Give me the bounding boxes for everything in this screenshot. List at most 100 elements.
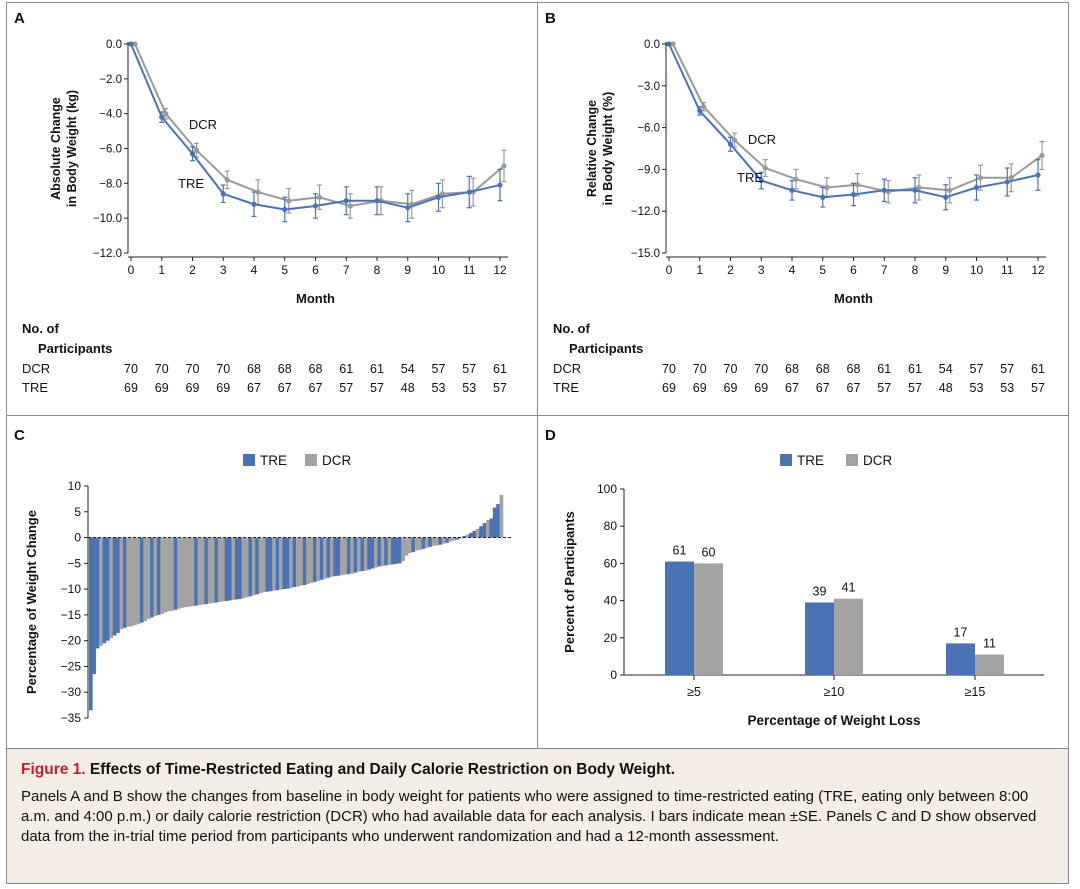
panel-b-point-tre <box>1035 172 1041 178</box>
panel-c-bar-dcr <box>163 537 168 613</box>
panel-c-bar-dcr <box>289 537 293 589</box>
panel-c-bar-dcr <box>431 537 436 546</box>
panel-b-y-tick-label: −15.0 <box>631 248 660 260</box>
panel-c-y-tick-label: −30 <box>61 685 82 699</box>
panel-c-bar-dcr <box>424 537 429 548</box>
panel-b-participants-count: 69 <box>754 381 768 395</box>
panel-b-participants-count: 57 <box>970 362 984 376</box>
panel-b-label: B <box>545 10 556 27</box>
panel-c-y-tick-label: 10 <box>68 479 82 493</box>
panel-c-legend-label-dcr: DCR <box>322 453 351 468</box>
panel-a-point-tre <box>466 189 472 195</box>
panel-a-x-tick-label: 8 <box>374 263 381 277</box>
panel-c-bar-tre <box>204 537 209 605</box>
panel-b-point-dcr <box>916 184 922 191</box>
panel-b-point-tre <box>912 187 918 193</box>
panel-b-participants-count: 67 <box>847 381 861 395</box>
panel-a-participants-count: 68 <box>309 362 323 376</box>
panel-a-y-tick-label: −10.0 <box>93 213 122 225</box>
panel-b-x-tick-label: 4 <box>789 263 796 277</box>
panel-a-x-tick-label: 1 <box>158 263 165 277</box>
panel-a-participants-title-line2: Participants <box>38 341 112 356</box>
panel-d-bar-value-label: 39 <box>813 584 827 598</box>
panel-c-bar-dcr <box>309 537 314 583</box>
panel-c-bar-tre <box>479 526 483 538</box>
panel-b-y-tick-label: −12.0 <box>631 206 660 218</box>
panel-b-participants-count: 68 <box>816 362 830 376</box>
panel-a-point-tre <box>189 151 196 157</box>
panel-b-participants-count: 70 <box>724 362 738 376</box>
panel-a-point-tre <box>128 41 134 47</box>
panel-a-participants-count: 61 <box>370 362 384 376</box>
panel-d-bar-dcr <box>694 563 723 675</box>
panel-b-y-tick-label: −6.0 <box>637 123 660 135</box>
panel-a-point-tre <box>220 191 226 197</box>
panel-c-bar-dcr <box>167 537 171 612</box>
panel-a-frame <box>6 2 538 416</box>
panel-a-participants-count: 53 <box>462 381 476 395</box>
panel-c-bar-dcr <box>296 537 300 587</box>
panel-b-point-tre <box>758 177 764 184</box>
panel-b-participants-count: 68 <box>785 362 799 376</box>
panel-a-participants-count: 69 <box>155 381 169 395</box>
panel-b-y-tick-label: −3.0 <box>637 81 660 93</box>
panel-b-x-tick-label: 6 <box>850 263 857 277</box>
panel-a-participants-count: 67 <box>309 381 323 395</box>
panel-c-bar-dcr <box>207 537 212 604</box>
panel-c-bar-dcr <box>129 537 134 627</box>
panel-b-point-dcr <box>762 165 768 171</box>
panel-b-participants-count: 61 <box>908 362 922 376</box>
panel-c-bar-dcr <box>340 537 344 576</box>
panel-a-point-tre <box>435 194 442 200</box>
panel-b-x-tick-label: 8 <box>912 263 919 277</box>
panel-d-x-axis-title: Percentage of Weight Loss <box>747 713 920 728</box>
panel-b-point-dcr <box>1039 152 1045 159</box>
panel-b-point-dcr <box>670 41 676 47</box>
panel-c-bar-tre <box>139 537 144 623</box>
panel-b-annotation-dcr: DCR <box>748 132 776 147</box>
panel-c-bar-tre <box>122 537 127 628</box>
panel-c-bar-tre <box>150 537 154 618</box>
panel-c-bar-dcr <box>160 537 164 614</box>
panel-d-bar-tre <box>946 643 975 675</box>
panel-c-bar-tre <box>116 537 120 633</box>
panel-c-bar-tre <box>238 537 243 599</box>
panel-a-annotation-dcr: DCR <box>189 117 217 132</box>
panel-d-y-tick-label: 100 <box>597 482 617 496</box>
panel-c-bar-dcr <box>197 537 202 606</box>
panel-c-bar-dcr <box>258 537 263 594</box>
panel-b-participants-title-line2: Participants <box>569 341 643 356</box>
panel-a-participants-count: 69 <box>124 381 138 395</box>
panel-c-bar-dcr <box>306 537 310 584</box>
panel-a-participants-count: 57 <box>432 362 446 376</box>
panel-c-bar-dcr <box>136 537 141 625</box>
panel-b-x-tick-label: 2 <box>727 263 734 277</box>
panel-b-participants-count: 67 <box>785 381 799 395</box>
panel-b-point-tre <box>943 194 949 200</box>
panel-c-label: C <box>14 427 25 444</box>
panel-c-bar-dcr <box>387 537 392 565</box>
panel-c-bar-dcr <box>99 537 103 646</box>
panel-a-point-dcr <box>316 194 323 200</box>
panel-c-bar-tre <box>353 537 358 573</box>
panel-c-bar-tre <box>370 537 375 569</box>
panel-c-bar-tre <box>302 537 307 585</box>
panel-b-x-axis-title: Month <box>834 291 873 306</box>
panel-d-x-tick-label: ≥5 <box>687 685 701 699</box>
panel-a-x-tick-label: 10 <box>432 263 446 277</box>
panel-c-bar-tre <box>455 537 460 540</box>
panel-a-participants-count: 70 <box>186 362 200 376</box>
panel-d-bar-value-label: 41 <box>842 581 856 595</box>
panel-a-participants-title-line1: No. of <box>22 321 59 336</box>
panel-c-y-tick-label: −10 <box>61 582 82 596</box>
panel-c-bar-tre <box>275 537 280 591</box>
panel-c-bar-tre <box>438 537 443 545</box>
panel-c-y-tick-label: 0 <box>74 531 81 545</box>
panel-d-bar-value-label: 60 <box>702 545 716 559</box>
panel-c-bar-tre <box>333 537 338 577</box>
panel-c-bar-dcr <box>486 520 490 538</box>
caption-figure-label: Figure 1. <box>21 761 86 778</box>
panel-a-participants-count: 70 <box>216 362 230 376</box>
panel-d-bar-tre <box>665 561 694 675</box>
panel-a-participants-count: 57 <box>339 381 353 395</box>
